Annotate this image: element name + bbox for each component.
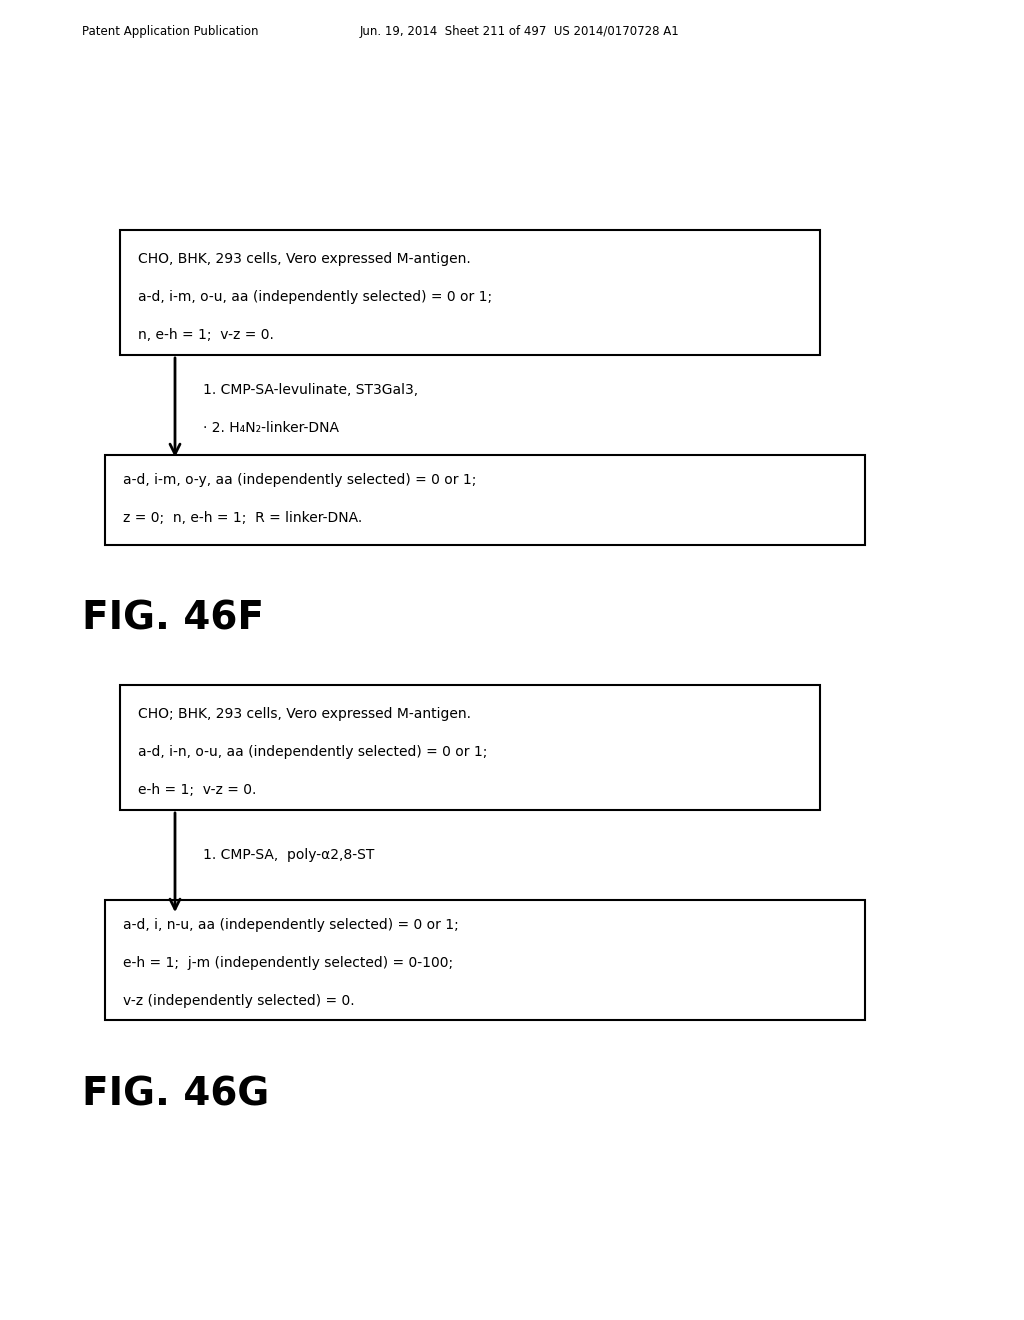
FancyBboxPatch shape <box>105 455 865 545</box>
Text: · 2. H₄N₂-linker-DNA: · 2. H₄N₂-linker-DNA <box>203 421 339 436</box>
Text: a-d, i, n-u, aa (independently selected) = 0 or 1;: a-d, i, n-u, aa (independently selected)… <box>123 917 459 932</box>
Text: FIG. 46F: FIG. 46F <box>82 601 264 638</box>
Text: a-d, i-n, o-u, aa (independently selected) = 0 or 1;: a-d, i-n, o-u, aa (independently selecte… <box>138 744 487 759</box>
Text: FIG. 46G: FIG. 46G <box>82 1074 269 1113</box>
Text: n, e-h = 1;  v-z = 0.: n, e-h = 1; v-z = 0. <box>138 327 273 342</box>
Text: 1. CMP-SA-levulinate, ST3Gal3,: 1. CMP-SA-levulinate, ST3Gal3, <box>203 383 418 397</box>
FancyBboxPatch shape <box>105 900 865 1020</box>
Text: e-h = 1;  v-z = 0.: e-h = 1; v-z = 0. <box>138 783 256 797</box>
FancyBboxPatch shape <box>120 230 820 355</box>
Text: a-d, i-m, o-u, aa (independently selected) = 0 or 1;: a-d, i-m, o-u, aa (independently selecte… <box>138 290 493 304</box>
Text: Jun. 19, 2014  Sheet 211 of 497  US 2014/0170728 A1: Jun. 19, 2014 Sheet 211 of 497 US 2014/0… <box>360 25 680 38</box>
Text: v-z (independently selected) = 0.: v-z (independently selected) = 0. <box>123 994 354 1008</box>
Text: a-d, i-m, o-y, aa (independently selected) = 0 or 1;: a-d, i-m, o-y, aa (independently selecte… <box>123 473 476 487</box>
Text: CHO, BHK, 293 cells, Vero expressed M-antigen.: CHO, BHK, 293 cells, Vero expressed M-an… <box>138 252 471 267</box>
Text: Patent Application Publication: Patent Application Publication <box>82 25 258 38</box>
FancyBboxPatch shape <box>120 685 820 810</box>
Text: 1. CMP-SA,  poly-α2,8-ST: 1. CMP-SA, poly-α2,8-ST <box>203 847 375 862</box>
Text: CHO; BHK, 293 cells, Vero expressed M-antigen.: CHO; BHK, 293 cells, Vero expressed M-an… <box>138 708 471 721</box>
Text: z = 0;  n, e-h = 1;  R = linker-DNA.: z = 0; n, e-h = 1; R = linker-DNA. <box>123 511 362 525</box>
Text: e-h = 1;  j-m (independently selected) = 0-100;: e-h = 1; j-m (independently selected) = … <box>123 956 454 970</box>
